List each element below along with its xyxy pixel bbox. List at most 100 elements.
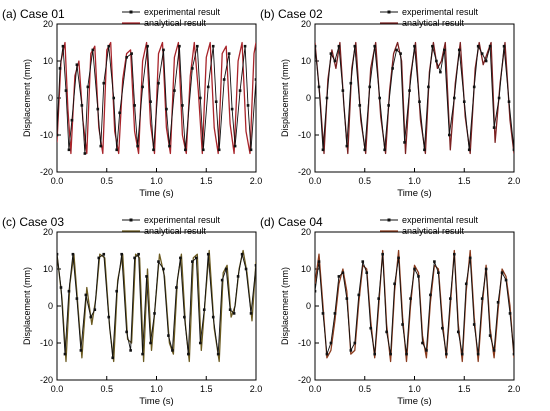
x-tick-label: 1.0 bbox=[408, 176, 421, 186]
data-point-marker bbox=[456, 330, 460, 334]
data-point-marker bbox=[345, 144, 349, 148]
data-point-marker bbox=[441, 326, 444, 330]
data-point-marker bbox=[333, 312, 337, 315]
series-line-analytical bbox=[315, 41, 514, 155]
data-point-marker bbox=[61, 44, 65, 48]
data-point-marker bbox=[429, 293, 432, 297]
data-point-marker bbox=[464, 282, 468, 286]
panel-title: (b) Case 02 bbox=[260, 7, 323, 21]
legend-label: experimental result bbox=[402, 7, 479, 17]
data-point-marker bbox=[497, 96, 501, 100]
legend-label: analytical result bbox=[144, 226, 207, 236]
data-point-marker bbox=[397, 256, 400, 260]
data-point-marker bbox=[167, 334, 170, 337]
y-tick-label: 0 bbox=[306, 301, 311, 311]
data-point-marker bbox=[512, 148, 514, 152]
y-tick-label: -20 bbox=[40, 375, 53, 385]
data-point-marker bbox=[399, 52, 402, 55]
y-tick-label: -20 bbox=[298, 167, 311, 177]
x-tick-label: 2.0 bbox=[250, 176, 263, 186]
y-axis-label: Displacement (mm) bbox=[280, 59, 290, 137]
data-point-marker bbox=[435, 59, 438, 63]
x-tick-label: 1.0 bbox=[150, 176, 163, 186]
data-point-marker bbox=[130, 52, 133, 55]
x-tick-label: 0.5 bbox=[358, 176, 371, 186]
chart-panel-4: (d) Case 04 0.0 0.5 1.0 1.5 2.0 20 10 0 -10 -20 Tim… bbox=[260, 215, 520, 407]
legend-marker bbox=[387, 10, 391, 14]
data-point-marker bbox=[201, 148, 205, 152]
data-point-marker bbox=[504, 278, 508, 282]
chart-panel-2: (b) Case 02 0.0 0.5 1.0 1.5 2.0 20 10 0 -10 -20 Tim… bbox=[260, 7, 520, 199]
data-point-marker bbox=[57, 252, 59, 256]
data-point-marker bbox=[488, 334, 492, 337]
data-point-marker bbox=[157, 260, 160, 263]
x-tick-label: 1.5 bbox=[200, 384, 213, 394]
data-point-marker bbox=[369, 326, 373, 330]
data-point-marker bbox=[216, 352, 220, 356]
legend-label: analytical result bbox=[144, 18, 207, 28]
data-point-marker bbox=[358, 104, 362, 107]
y-tick-label: -10 bbox=[298, 130, 311, 140]
data-point-marker bbox=[63, 352, 67, 356]
data-point-marker bbox=[321, 312, 325, 315]
data-point-marker bbox=[333, 59, 337, 63]
data-point-marker bbox=[325, 96, 329, 100]
data-point-marker bbox=[149, 341, 152, 345]
data-point-marker bbox=[508, 312, 512, 315]
x-tick-label: 0.0 bbox=[309, 384, 322, 394]
data-point-marker bbox=[365, 271, 369, 274]
data-point-marker bbox=[232, 312, 236, 315]
data-point-marker bbox=[141, 85, 144, 89]
data-point-marker bbox=[202, 308, 206, 311]
data-point-marker bbox=[393, 282, 396, 286]
data-point-marker bbox=[165, 107, 168, 111]
x-tick-label: 2.0 bbox=[508, 384, 521, 394]
data-point-marker bbox=[341, 271, 345, 274]
data-point-marker bbox=[433, 260, 436, 263]
data-point-marker bbox=[80, 104, 84, 107]
x-tick-label: 1.0 bbox=[408, 384, 421, 394]
data-point-marker bbox=[118, 111, 121, 115]
data-point-marker bbox=[389, 352, 392, 356]
data-point-marker bbox=[254, 264, 256, 267]
series-line-analytical bbox=[315, 249, 514, 363]
x-tick-label: 0.5 bbox=[100, 176, 113, 186]
data-point-marker bbox=[467, 148, 471, 152]
y-tick-label: 20 bbox=[301, 19, 311, 29]
data-point-marker bbox=[120, 252, 123, 256]
data-point-marker bbox=[175, 286, 178, 289]
data-point-marker bbox=[443, 48, 446, 52]
data-point-marker bbox=[89, 315, 93, 319]
data-point-marker bbox=[129, 349, 132, 352]
data-point-marker bbox=[102, 252, 106, 256]
y-tick-label: 0 bbox=[48, 301, 53, 311]
series-line-experimental bbox=[57, 253, 256, 359]
data-point-marker bbox=[162, 48, 165, 52]
data-point-marker bbox=[57, 133, 59, 137]
data-point-marker bbox=[67, 289, 71, 293]
data-point-marker bbox=[453, 252, 456, 256]
data-point-marker bbox=[96, 107, 100, 111]
data-point-marker bbox=[249, 312, 253, 315]
data-point-marker bbox=[173, 89, 176, 92]
y-tick-label: 20 bbox=[43, 19, 53, 29]
data-point-marker bbox=[222, 78, 226, 81]
data-point-marker bbox=[476, 44, 480, 48]
data-point-marker bbox=[341, 89, 345, 92]
data-point-marker bbox=[195, 256, 198, 260]
data-point-marker bbox=[480, 52, 484, 55]
data-point-marker bbox=[349, 349, 353, 352]
data-point-marker bbox=[349, 81, 353, 85]
data-point-marker bbox=[75, 63, 79, 66]
data-point-marker bbox=[337, 275, 341, 278]
plot-frame bbox=[56, 231, 257, 381]
data-point-marker bbox=[413, 44, 416, 48]
data-point-marker bbox=[206, 252, 210, 256]
data-point-marker bbox=[107, 44, 111, 48]
data-point-marker bbox=[198, 341, 202, 345]
data-point-marker bbox=[240, 252, 244, 256]
plot-frame bbox=[314, 231, 515, 381]
data-point-marker bbox=[439, 70, 442, 74]
